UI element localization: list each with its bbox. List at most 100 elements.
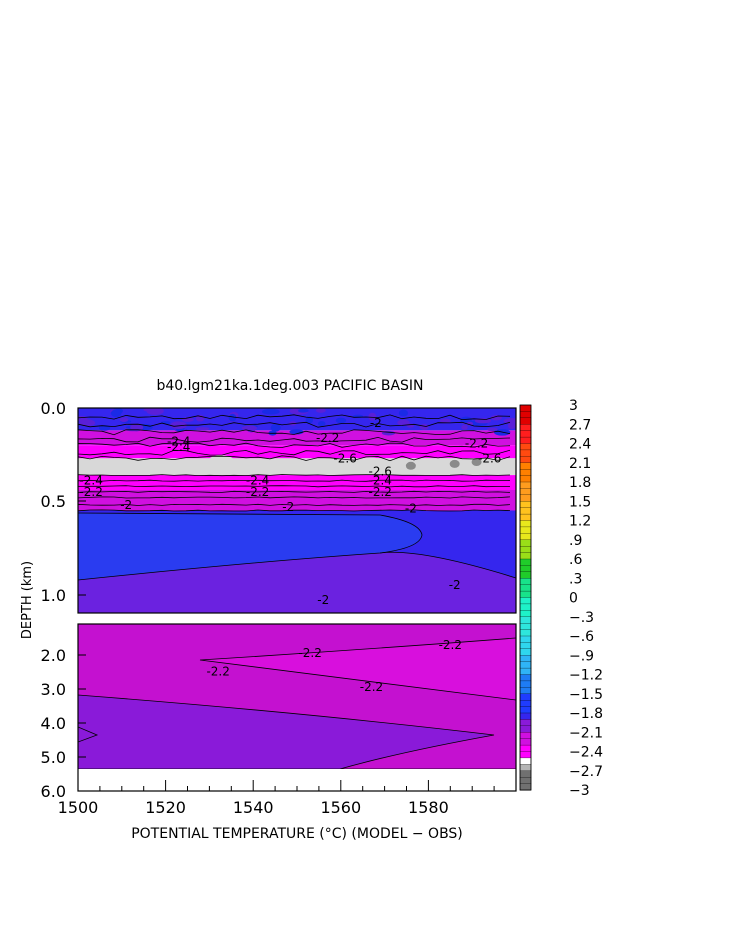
colorbar-swatch xyxy=(519,732,532,740)
colorbar-label: .9 xyxy=(569,533,582,549)
colorbar-swatch xyxy=(519,648,532,656)
blue-speckle xyxy=(270,423,281,432)
contour-label: -2.6 xyxy=(478,451,501,465)
x-tick-label: 1520 xyxy=(145,798,186,817)
colorbar-label: −.6 xyxy=(569,629,594,645)
y-axis-ticks: 0.0 0.5 1.0 2.0 3.0 4.0 5.0 6.0 xyxy=(41,399,86,801)
colorbar-swatch xyxy=(519,481,532,489)
blue-speckle xyxy=(170,421,188,429)
y-tick-label: 6.0 xyxy=(41,782,66,801)
contour-label: -2.4 xyxy=(167,435,190,449)
colorbar-swatch xyxy=(519,680,532,688)
lower-contour-line xyxy=(199,637,516,701)
upper-contour-line xyxy=(78,442,511,448)
upper-contour-line xyxy=(78,421,511,428)
colorbar-swatch xyxy=(519,417,532,425)
y-tick-label: 0.0 xyxy=(41,399,66,418)
colorbar-swatch xyxy=(519,456,532,464)
upper-contour-line xyxy=(78,479,511,482)
colorbar-swatch xyxy=(519,507,532,515)
colorbar-swatch xyxy=(519,687,532,695)
y-tick-label: 5.0 xyxy=(41,748,66,767)
colorbar-swatch xyxy=(519,783,532,791)
colorbar-swatch xyxy=(519,757,532,765)
x-tick-label: 1560 xyxy=(320,798,361,817)
y-tick-label: 4.0 xyxy=(41,714,66,733)
blue-speckle xyxy=(228,413,237,422)
contour-label: -2 xyxy=(317,593,329,607)
colorbar-swatch xyxy=(519,700,532,708)
colorbar-swatch xyxy=(519,635,532,643)
blue-speckle xyxy=(297,408,309,413)
x-tick-label: 1540 xyxy=(233,798,274,817)
upper-speckle xyxy=(78,408,516,474)
blue-speckle xyxy=(261,408,280,415)
colorbar-label: 1.5 xyxy=(569,494,591,510)
blue-speckle xyxy=(130,423,144,432)
colorbar-swatch xyxy=(519,546,532,554)
grey-patch xyxy=(208,455,234,466)
colorbar-swatch xyxy=(519,764,532,772)
colorbar-label: 0 xyxy=(569,591,578,607)
colorbar-swatch xyxy=(519,424,532,432)
contour-label: -2.2 xyxy=(465,436,488,450)
colorbar-label: −3 xyxy=(569,783,590,799)
contour-labels: -2.4-2.2-2-2.4-2.2-2-2.6-2.4-2.2-2-2-2-2… xyxy=(79,416,501,694)
contour-label: -2.2 xyxy=(246,485,269,499)
contour-label: -2.2 xyxy=(79,485,102,499)
blue-speckle xyxy=(461,424,468,430)
colorbar-swatch xyxy=(519,443,532,451)
colorbar-swatch xyxy=(519,469,532,477)
colorbar-swatch xyxy=(519,655,532,663)
colorbar-swatch xyxy=(519,430,532,438)
upper-band-2 xyxy=(78,445,516,459)
contour-label: -2 xyxy=(449,578,461,592)
upper-contour-line xyxy=(78,474,511,477)
contour-label: -2 xyxy=(282,500,294,514)
upper-panel xyxy=(78,408,516,613)
dark-grey-patch xyxy=(471,458,482,467)
colorbar-swatch xyxy=(519,436,532,445)
blue-speckle xyxy=(289,408,300,414)
upper-contour-line xyxy=(78,429,511,436)
contour-label: -2.2 xyxy=(439,638,462,652)
upper-contour-line xyxy=(78,449,511,456)
y-tick-label: 1.0 xyxy=(41,586,66,605)
blue-speckle xyxy=(335,417,347,424)
colorbar-swatch xyxy=(519,616,532,624)
chart-title: b40.lgm21ka.1deg.003 PACIFIC BASIN xyxy=(156,378,423,394)
contour-label: -2.2 xyxy=(316,431,339,445)
colorbar-swatch xyxy=(519,610,532,618)
colorbar-swatch xyxy=(519,712,532,720)
colorbar-label: −.3 xyxy=(569,610,594,626)
blue-speckle xyxy=(507,422,516,430)
contour-label: -2 xyxy=(120,498,132,512)
colorbar-swatch xyxy=(519,590,532,599)
upper-contour-line xyxy=(78,496,511,499)
colorbar-swatch xyxy=(519,674,532,682)
colorbar-swatch xyxy=(519,520,532,528)
colorbar-swatch xyxy=(519,667,532,676)
upper-panel-frame xyxy=(77,407,517,614)
contour-label: -2.4 xyxy=(246,474,269,488)
blue-speckle xyxy=(305,416,314,424)
blue-speckle xyxy=(195,427,210,431)
upper-band-5 xyxy=(78,490,516,511)
colorbar-swatch xyxy=(519,488,532,496)
blue-speckle xyxy=(119,417,129,423)
colorbar-label: −2.7 xyxy=(569,764,603,780)
contour-label: -2 xyxy=(370,416,382,430)
blue-speckle xyxy=(460,416,473,424)
colorbar-label: 1.8 xyxy=(569,475,591,491)
colorbar-swatch xyxy=(519,565,532,573)
colorbar-swatch xyxy=(519,558,532,566)
upper-purple-deep xyxy=(78,552,516,613)
colorbar-label: 1.2 xyxy=(569,514,591,530)
colorbar-swatch xyxy=(519,526,532,534)
colorbar-label: −1.2 xyxy=(569,668,603,684)
colorbar-swatch xyxy=(519,693,532,701)
upper-contour-line xyxy=(78,485,510,488)
colorbar-label: −1.5 xyxy=(569,687,603,703)
grey-patch xyxy=(162,459,173,466)
